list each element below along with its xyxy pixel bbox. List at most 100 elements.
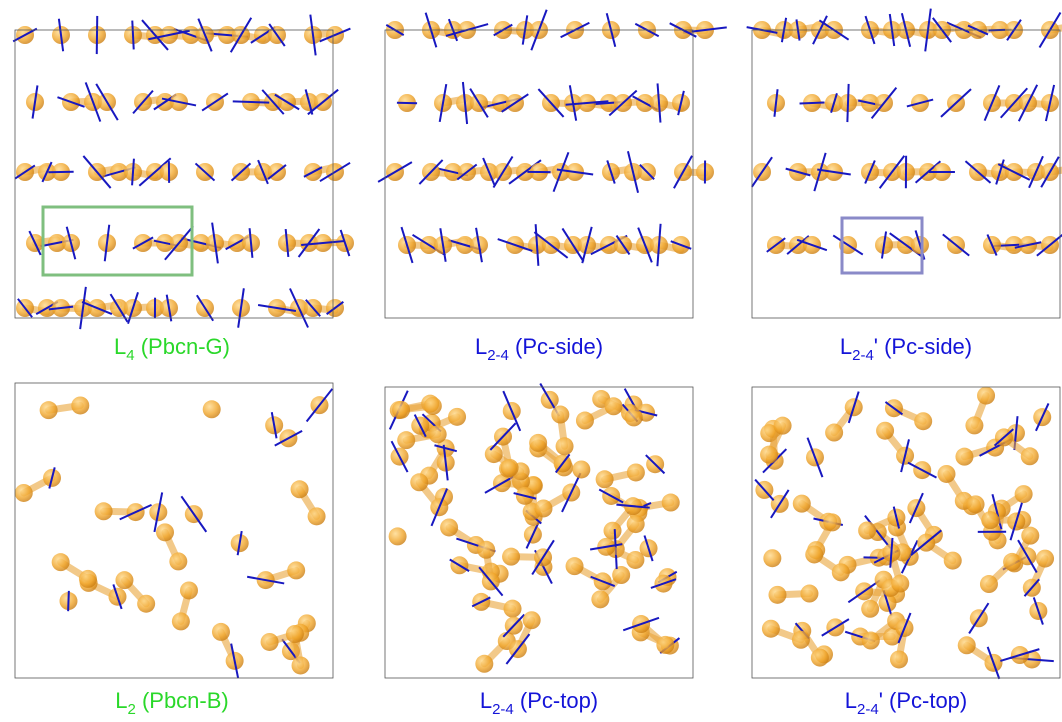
atom — [768, 586, 786, 604]
atom — [1021, 527, 1039, 545]
atom — [429, 425, 447, 443]
atom — [627, 463, 645, 481]
atom — [212, 623, 230, 641]
atom — [523, 611, 541, 629]
atom — [389, 527, 407, 545]
page: {"panels": [ {"main": "L", "sub": "4", "… — [0, 0, 1062, 722]
atom — [858, 521, 876, 539]
spin-arrow — [250, 228, 253, 258]
atom — [955, 448, 973, 466]
caption-rest: (Pc-side) — [509, 334, 603, 359]
caption-rest: ' (Pc-side) — [874, 334, 972, 359]
caption-main: L — [480, 688, 492, 713]
atom — [861, 600, 879, 618]
atom — [792, 631, 810, 649]
atom — [890, 650, 908, 668]
atom — [938, 465, 956, 483]
atom — [981, 511, 999, 529]
atom — [1015, 485, 1033, 503]
caption-sub: 4 — [126, 347, 134, 364]
atom — [805, 545, 823, 563]
caption-rest: (Pbcn-B) — [136, 688, 229, 713]
atom — [529, 434, 547, 452]
spin-arrow — [397, 103, 417, 104]
atom — [656, 636, 674, 654]
atom — [502, 548, 520, 566]
spin-arrow — [68, 591, 69, 611]
atom — [967, 495, 985, 513]
atom — [627, 515, 645, 533]
atom — [604, 522, 622, 540]
atom — [762, 620, 780, 638]
atom — [625, 408, 643, 426]
atom — [800, 585, 818, 603]
atom — [71, 396, 89, 414]
atom — [286, 625, 304, 643]
atom — [203, 400, 221, 418]
atom — [944, 552, 962, 570]
atom — [424, 397, 442, 415]
atom — [534, 499, 552, 517]
atom — [763, 549, 781, 567]
atom — [291, 480, 309, 498]
caption-main: L — [845, 688, 857, 713]
caption: L2-4' (Pc-side) — [840, 334, 972, 364]
atom — [477, 541, 495, 559]
atom — [392, 401, 410, 419]
atom — [397, 431, 415, 449]
atom — [626, 551, 644, 569]
caption: L2-4 (Pc-side) — [475, 334, 603, 364]
atom — [760, 446, 778, 464]
atom — [572, 460, 590, 478]
atom — [1021, 447, 1039, 465]
atom — [811, 649, 829, 667]
caption-main: L — [840, 334, 852, 359]
atom — [551, 406, 569, 424]
atom — [172, 612, 190, 630]
caption-main: L — [114, 334, 126, 359]
atom — [180, 581, 198, 599]
atom — [612, 566, 630, 584]
atom — [576, 412, 594, 430]
atom — [448, 408, 466, 426]
atom — [475, 655, 493, 673]
caption-main: L — [475, 334, 487, 359]
caption: L4 (Pbcn-G) — [114, 334, 230, 364]
atom — [980, 575, 998, 593]
caption-rest: ' (Pc-top) — [879, 688, 968, 713]
atom — [566, 557, 584, 575]
caption: L2-4 (Pc-top) — [480, 688, 598, 718]
atom — [485, 445, 503, 463]
atom — [40, 401, 58, 419]
spin-arrow — [307, 389, 333, 422]
atom — [591, 590, 609, 608]
atom — [1036, 550, 1054, 568]
atom — [169, 552, 187, 570]
atom — [1003, 553, 1021, 571]
atom — [662, 494, 680, 512]
atom — [410, 473, 428, 491]
caption: L2-4' (Pc-top) — [845, 688, 968, 718]
atom — [774, 417, 792, 435]
atom — [891, 575, 909, 593]
spin-arrow — [286, 229, 289, 257]
atom — [965, 416, 983, 434]
spin-arrow — [233, 101, 270, 102]
atom — [261, 633, 279, 651]
atom — [95, 502, 113, 520]
atom — [793, 495, 811, 513]
spin-arrow — [132, 21, 133, 50]
atom — [52, 553, 70, 571]
caption-sub: 2-4 — [857, 701, 879, 718]
atom — [556, 437, 574, 455]
atom — [605, 397, 623, 415]
atom — [823, 513, 841, 531]
atom — [504, 600, 522, 618]
caption-sub: 2-4 — [852, 347, 874, 364]
caption: L2 (Pbcn-B) — [115, 688, 229, 718]
atom — [156, 523, 174, 541]
caption-sub: 2-4 — [487, 347, 509, 364]
caption-rest: (Pbcn-G) — [135, 334, 230, 359]
atom — [287, 561, 305, 579]
atom — [958, 636, 976, 654]
